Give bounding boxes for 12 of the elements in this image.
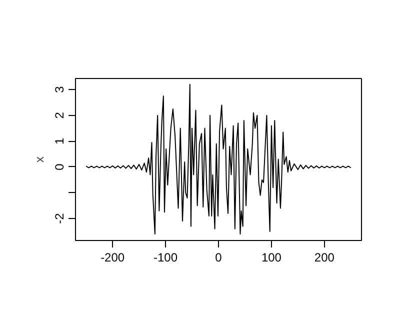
y-tick-label: 3 — [52, 86, 66, 93]
x-tick-label: -200 — [100, 250, 125, 264]
x-tick-label: -100 — [154, 250, 178, 264]
y-axis-title: x — [32, 156, 46, 162]
y-tick-label: 1 — [52, 138, 66, 145]
y-tick-label: 2 — [52, 112, 66, 119]
line-series — [86, 84, 352, 235]
y-tick-label: 0 — [52, 163, 66, 170]
x-tick-label: 100 — [261, 250, 282, 264]
x-tick-label: 200 — [314, 250, 335, 264]
x-tick-label: 0 — [215, 250, 222, 264]
y-tick-label: -2 — [52, 212, 66, 224]
